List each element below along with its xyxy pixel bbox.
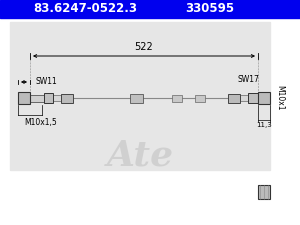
Text: 83.6247-0522.3: 83.6247-0522.3 [33, 2, 137, 16]
Bar [258, 94, 270, 101]
Bar [248, 93, 258, 103]
Text: SW11: SW11 [36, 76, 58, 86]
Bar [172, 94, 182, 101]
Bar [61, 94, 73, 103]
Bar [130, 94, 143, 103]
Bar [30, 94, 44, 101]
Text: 522: 522 [135, 42, 153, 52]
Bar [240, 95, 248, 101]
Text: SW17: SW17 [237, 75, 259, 84]
Text: M10x1,5: M10x1,5 [24, 118, 57, 127]
Bar [228, 94, 240, 103]
Bar [0, 0, 300, 18]
Bar [44, 93, 53, 103]
Text: 11,3: 11,3 [256, 122, 272, 128]
Bar [258, 92, 270, 104]
Text: Ate: Ate [106, 138, 174, 172]
Text: 330595: 330595 [185, 2, 235, 16]
Bar [195, 94, 205, 101]
Text: M10x1: M10x1 [275, 85, 284, 111]
Bar [53, 95, 61, 101]
Bar [258, 185, 270, 199]
Bar [18, 92, 30, 104]
Bar [10, 22, 270, 170]
